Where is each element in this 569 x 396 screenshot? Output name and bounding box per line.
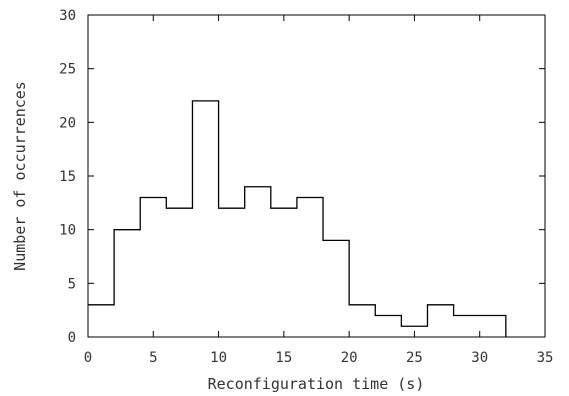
x-tick-label: 35 (537, 350, 554, 366)
histogram-bar (427, 305, 453, 337)
y-axis: 0 5 10 15 20 25 30 (59, 8, 545, 346)
x-tick-label: 30 (471, 350, 488, 366)
histogram-bar (271, 208, 297, 337)
x-tick-label: 15 (275, 350, 292, 366)
x-axis: 0 5 10 15 20 25 30 35 (84, 15, 554, 366)
histogram-outline (88, 100, 507, 337)
histogram-bar (219, 208, 245, 337)
y-tick-label: 20 (59, 115, 76, 131)
histogram-bar (375, 316, 401, 337)
x-tick-label: 10 (210, 350, 227, 366)
histogram-bar (88, 305, 114, 337)
x-tick-label: 20 (341, 350, 358, 366)
histogram-bar (349, 305, 375, 337)
histogram-bar (114, 230, 140, 337)
x-axis-label: Reconfiguration time (s) (208, 375, 425, 393)
y-tick-label: 25 (59, 62, 76, 78)
y-tick-label: 30 (59, 8, 76, 24)
x-tick-label: 0 (84, 350, 92, 366)
histogram-bar (166, 208, 192, 337)
y-tick-label: 10 (59, 223, 76, 239)
histogram-bar (192, 101, 218, 337)
y-tick-label: 5 (68, 276, 76, 292)
histogram-bars (88, 101, 506, 337)
histogram-bar (323, 240, 349, 337)
histogram-bar (480, 316, 506, 337)
x-tick-label: 25 (406, 350, 423, 366)
plot-frame (87, 14, 546, 338)
y-tick-label: 15 (59, 169, 76, 185)
histogram-bar (245, 187, 271, 337)
x-tick-label: 5 (149, 350, 157, 366)
y-axis-label: Number of occurrences (11, 81, 29, 271)
histogram-bar (454, 316, 480, 337)
histogram-bar (140, 197, 166, 337)
histogram-bar (297, 197, 323, 337)
y-tick-label: 0 (68, 330, 76, 346)
